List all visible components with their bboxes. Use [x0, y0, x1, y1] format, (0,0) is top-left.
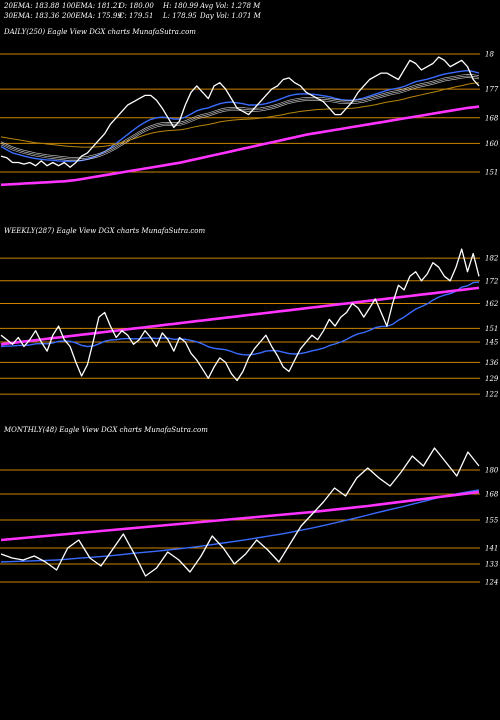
header-low: L: 178.95 — [163, 12, 197, 20]
ema100-line — [0, 82, 480, 148]
header-20ema: 20EMA: 183.88 — [4, 2, 60, 10]
weekly-chart: 182 172 162 151 145 136 129 122 — [0, 248, 499, 399]
y-tick-label: 151 — [485, 169, 498, 177]
ema_fast-line — [0, 281, 480, 356]
header-30ema: 30EMA: 183.36 — [4, 12, 60, 20]
y-tick-label: 18 — [485, 50, 494, 58]
y-tick-label: 145 — [485, 339, 499, 347]
y-tick-label: 136 — [485, 359, 499, 367]
y-tick-label: 168 — [485, 491, 499, 499]
y-tick-label: 155 — [485, 517, 499, 525]
daily-chart: 18 177 168 160 151 — [0, 50, 499, 187]
monthly-chart: 180 168 155 141 133 124 — [0, 447, 499, 587]
daily-panel-title: DAILY(250) Eagle View DGX charts MunafaS… — [4, 28, 196, 36]
y-tick-label: 160 — [485, 140, 499, 148]
envelope-line — [0, 75, 480, 160]
y-tick-label: 177 — [485, 86, 499, 94]
y-tick-label: 162 — [485, 300, 499, 308]
y-tick-label: 151 — [485, 325, 498, 333]
envelope-line — [0, 77, 480, 161]
ema_slow-line — [0, 286, 480, 346]
ema200-line — [0, 105, 480, 187]
ema_slow-line — [0, 490, 480, 542]
monthly-panel-title: MONTHLY(48) Eagle View DGX charts Munafa… — [4, 426, 208, 434]
price-line — [0, 56, 480, 168]
y-tick-label: 182 — [485, 255, 499, 263]
ema20-line — [0, 69, 480, 163]
header-200ema: 200EMA: 175.99 — [62, 12, 122, 20]
y-tick-label: 122 — [485, 391, 499, 399]
header-100ema: 100EMA: 181.21 — [62, 2, 122, 10]
y-tick-label: 141 — [485, 545, 498, 553]
y-tick-label: 172 — [485, 277, 499, 285]
y-tick-label: 180 — [485, 467, 499, 475]
envelope-line — [0, 74, 480, 158]
header-day-vol: Day Vol: 1.071 M — [200, 12, 261, 20]
price-line — [0, 248, 480, 382]
y-tick-label: 129 — [485, 375, 499, 383]
y-tick-label: 124 — [485, 579, 498, 587]
weekly-panel-title: WEEKLY(287) Eagle View DGX charts Munafa… — [4, 227, 206, 235]
header-high: H: 180.99 — [163, 2, 199, 10]
header-avg-vol: Avg Vol: 1.278 M — [200, 2, 261, 10]
ema_fast-line — [0, 489, 480, 563]
y-tick-label: 133 — [485, 561, 499, 569]
header-open: O: 180.00 — [119, 2, 154, 10]
price-line — [0, 447, 480, 577]
y-tick-label: 168 — [485, 114, 499, 122]
header-close: C: 179.51 — [119, 12, 154, 20]
